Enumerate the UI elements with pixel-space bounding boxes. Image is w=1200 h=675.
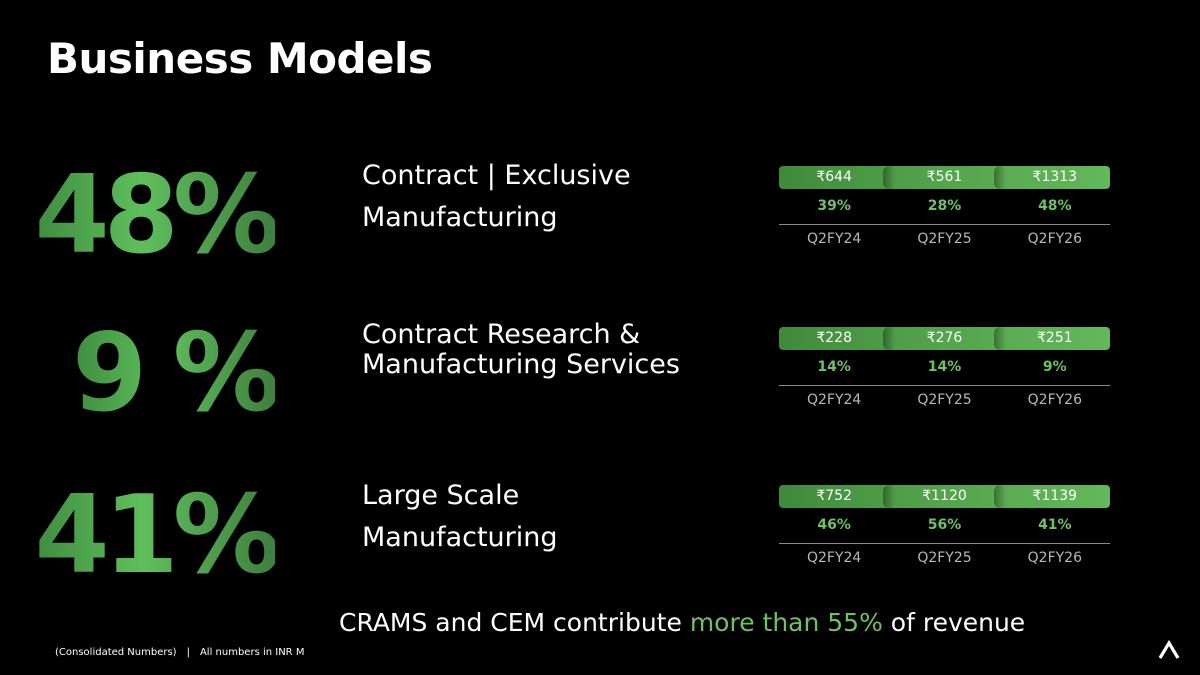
divider [779, 385, 1110, 386]
value-cell: ₹1120 [883, 485, 999, 508]
segment-share: 41% [34, 473, 281, 598]
segment-row-crams: 9 % Contract Research & Manufacturing Se… [0, 320, 1200, 460]
period-cell: Q2FY24 [806, 392, 862, 408]
percent-cell: 14% [927, 359, 962, 375]
segment-label-line2: Manufacturing Services [362, 349, 680, 380]
footnote-consolidated: (Consolidated Numbers) [55, 647, 177, 658]
summary-statement: CRAMS and CEM contribute more than 55% o… [339, 608, 1025, 637]
value-cell: ₹251 [993, 327, 1110, 350]
summary-prefix: CRAMS and CEM contribute [339, 608, 690, 637]
percent-row: 14% 14% 9% [779, 359, 1110, 379]
page-title: Business Models [47, 34, 433, 83]
segment-label-line1: Contract | Exclusive [362, 160, 631, 191]
segment-row-cem: 48% Contract | Exclusive Manufacturing ₹… [0, 160, 1200, 300]
percent-cell: 48% [1038, 198, 1072, 214]
percent-cell: 14% [817, 359, 851, 375]
segment-share: 48% [34, 153, 281, 278]
period-cell: Q2FY25 [917, 550, 972, 566]
footnote: (Consolidated Numbers) | All numbers in IN… [55, 647, 304, 658]
period-row: Q2FY24 Q2FY25 Q2FY26 [779, 550, 1110, 566]
divider [779, 543, 1110, 544]
value-cell: ₹1139 [993, 485, 1110, 508]
period-row: Q2FY24 Q2FY25 Q2FY26 [779, 392, 1110, 408]
percent-cell: 39% [817, 198, 851, 214]
percent-row: 46% 56% 41% [779, 517, 1110, 537]
segment-label-line2: Manufacturing [362, 522, 558, 553]
segment-label-line1: Large Scale [362, 480, 520, 511]
segment-label: Contract Research & Manufacturing Servic… [362, 320, 680, 380]
value-bar: ₹644 ₹561 ₹1313 [779, 166, 1110, 189]
period-cell: Q2FY26 [1027, 231, 1082, 247]
percent-cell: 41% [1038, 517, 1072, 533]
percent-cell: 9% [1042, 359, 1067, 375]
segment-label: Large Scale Manufacturing [362, 480, 558, 554]
summary-suffix: of revenue [882, 608, 1026, 637]
period-cell: Q2FY25 [917, 231, 972, 247]
percent-row: 39% 28% 48% [779, 198, 1110, 218]
segment-row-large-scale: 41% Large Scale Manufacturing ₹752 ₹1120… [0, 480, 1200, 620]
segment-label-line1: Contract Research & [362, 319, 641, 350]
value-bar: ₹752 ₹1120 ₹1139 [779, 485, 1110, 508]
period-cell: Q2FY24 [806, 231, 862, 247]
value-cell: ₹228 [816, 330, 852, 346]
period-cell: Q2FY26 [1027, 392, 1082, 408]
value-cell: ₹752 [816, 488, 852, 504]
segment-label: Contract | Exclusive Manufacturing [362, 160, 631, 234]
value-cell: ₹644 [816, 169, 852, 185]
value-cell: ₹561 [883, 166, 999, 189]
footnote-separator: | [186, 647, 190, 658]
segment-share: 9 % [72, 311, 281, 436]
summary-highlight: more than 55% [689, 608, 883, 637]
segment-table: ₹644 ₹561 ₹1313 39% 28% 48% Q2FY24 Q2FY2… [779, 166, 1110, 247]
divider [779, 224, 1110, 225]
period-row: Q2FY24 Q2FY25 Q2FY26 [779, 231, 1110, 247]
segment-table: ₹752 ₹1120 ₹1139 46% 56% 41% Q2FY24 Q2FY… [779, 485, 1110, 566]
percent-cell: 28% [927, 198, 962, 214]
value-cell: ₹1313 [993, 166, 1110, 189]
caret-up-logo-icon [1158, 640, 1180, 659]
percent-cell: 46% [817, 517, 851, 533]
segment-table: ₹228 ₹276 ₹251 14% 14% 9% Q2FY24 Q2FY25 … [779, 327, 1110, 408]
period-cell: Q2FY26 [1027, 550, 1082, 566]
period-cell: Q2FY25 [917, 392, 972, 408]
period-cell: Q2FY24 [806, 550, 862, 566]
segment-label-line2: Manufacturing [362, 202, 558, 233]
value-bar: ₹228 ₹276 ₹251 [779, 327, 1110, 350]
footnote-units: All numbers in INR M [199, 647, 305, 658]
value-cell: ₹276 [883, 327, 999, 350]
percent-cell: 56% [927, 517, 962, 533]
